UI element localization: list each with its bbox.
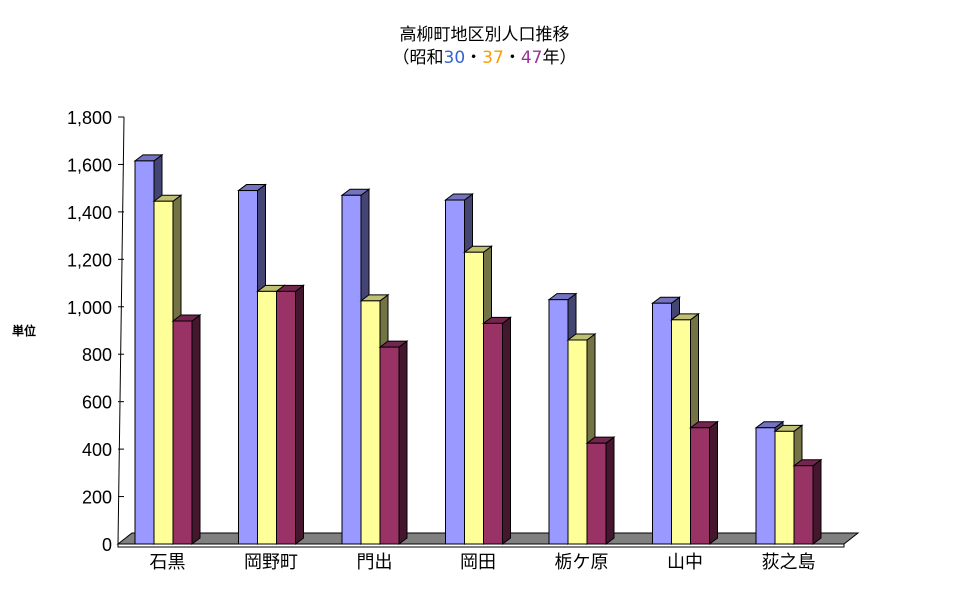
bar [464,251,484,545]
bar-side [605,436,615,545]
bar-side [812,458,822,545]
bar [172,320,193,545]
y-tick-label: 600 [82,393,112,413]
y-tick-label: 400 [82,440,112,460]
x-tick-label: 山中 [667,552,703,573]
subtitle-year-30: 30 [443,48,466,68]
x-tick-label: 荻之島 [762,552,816,573]
bar [548,299,569,545]
bar-side [709,420,718,545]
bar [238,190,258,545]
bar [445,199,465,545]
subtitle-sep-2: ・ [503,48,521,68]
y-tick-label: 1,800 [67,108,112,128]
y-axis-line [117,116,125,545]
subtitle-sep-1: ・ [465,48,483,68]
bar [690,427,710,545]
x-tick-label: 石黒 [150,552,186,573]
subtitle-year-47: 47 [520,48,543,68]
chart-title: 高柳町地区別人口推移 [399,25,570,45]
bar-side [295,284,304,545]
bar [360,300,381,545]
x-tick-label: 岡野町 [244,552,298,573]
bar-side [191,314,201,545]
bar [774,430,795,545]
y-tick-label: 1,000 [67,298,112,318]
subtitle-year-37: 37 [482,48,504,68]
x-tick-label: 岡田 [460,552,496,573]
bar [153,200,174,545]
y-tick-label: 1,600 [67,155,112,175]
bar [755,427,776,545]
bar [276,290,296,545]
chart-subtitle: （昭和30・37・47年） [0,43,969,68]
bar [483,322,503,545]
bar [567,339,588,545]
bar [671,319,691,545]
y-axis-label: 単位 [12,324,37,338]
x-tick-label: 門出 [357,552,393,573]
bar-side [502,316,511,545]
y-tick-label: 1,200 [67,250,112,270]
subtitle-close: 年） [542,48,577,68]
bar [586,442,607,545]
y-tick-label: 800 [82,345,112,365]
bar [793,465,814,545]
y-tick-label: 200 [82,488,112,508]
bar [379,346,400,545]
y-tick-label: 0 [102,535,112,555]
bar [652,302,672,545]
bar [341,194,362,545]
bar-side [398,340,408,545]
bar [134,160,155,545]
subtitle-open: （昭和 [392,48,444,68]
bar [257,290,277,545]
y-tick-label: 1,400 [67,203,112,223]
x-tick-label: 栃ケ原 [555,552,609,573]
